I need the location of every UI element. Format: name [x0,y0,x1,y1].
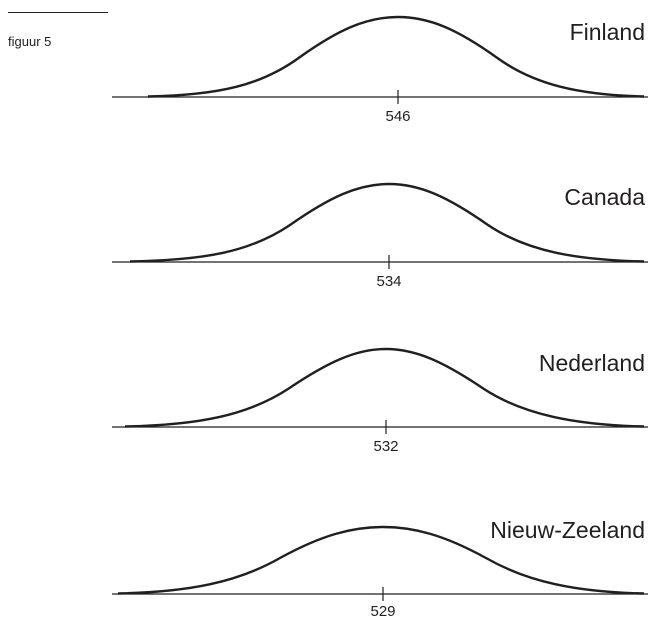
curve-nederland [124,347,645,428]
panel-nieuw-zeeland: Nieuw-Zeeland 529 [112,517,648,619]
figure-rule [8,12,108,13]
panel-finland: Finland 546 [112,15,648,125]
panel-canada: Canada 534 [112,182,648,290]
country-nederland: Nederland [539,350,645,376]
panel-nederland: Nederland 532 [112,347,648,455]
curve-nieuw-zeeland [117,525,645,595]
mean-canada: 534 [376,273,401,290]
country-finland: Finland [570,19,645,45]
curve-finland [147,15,645,98]
country-canada: Canada [564,184,645,210]
curve-canada [129,182,645,263]
mean-nederland: 532 [373,438,398,455]
figure-label: figuur 5 [8,34,52,49]
mean-nieuw-zeeland: 529 [370,603,395,619]
mean-finland: 546 [385,108,410,125]
country-nieuw-zeeland: Nieuw-Zeeland [490,517,645,543]
